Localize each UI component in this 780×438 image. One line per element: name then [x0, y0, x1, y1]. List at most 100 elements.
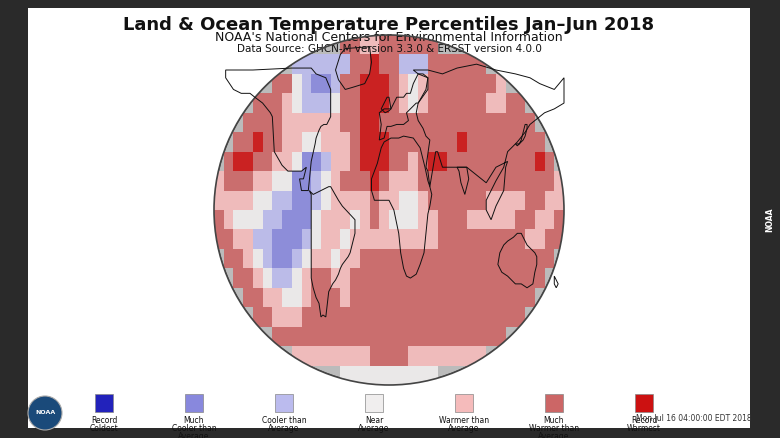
Bar — [321, 191, 331, 210]
Bar — [457, 210, 466, 230]
Bar — [477, 268, 486, 288]
Bar — [555, 230, 564, 249]
Bar — [505, 268, 516, 288]
Bar — [340, 210, 350, 230]
Bar — [370, 171, 379, 191]
Bar — [448, 230, 457, 249]
Bar — [544, 171, 555, 191]
Bar — [272, 74, 282, 93]
Bar — [263, 249, 272, 268]
Bar — [263, 152, 272, 171]
Bar — [409, 132, 418, 152]
Bar — [331, 230, 340, 249]
Text: Land & Ocean Temperature Percentiles Jan–Jun 2018: Land & Ocean Temperature Percentiles Jan… — [123, 16, 654, 34]
Bar — [399, 210, 409, 230]
Bar — [544, 210, 555, 230]
Bar — [418, 249, 428, 268]
Bar — [379, 171, 389, 191]
Bar — [496, 327, 505, 346]
Bar — [457, 249, 466, 268]
Bar — [544, 152, 555, 171]
Bar — [224, 171, 233, 191]
Bar — [340, 249, 350, 268]
Bar — [516, 132, 525, 152]
Bar — [525, 152, 535, 171]
Bar — [370, 346, 379, 366]
Bar — [428, 210, 438, 230]
Bar — [438, 74, 448, 93]
Bar — [350, 132, 360, 152]
Bar — [477, 171, 486, 191]
Bar — [457, 268, 466, 288]
Bar — [409, 249, 418, 268]
Bar — [428, 132, 438, 152]
Bar — [505, 191, 516, 210]
Bar — [224, 249, 233, 268]
Bar — [448, 113, 457, 132]
Bar — [438, 113, 448, 132]
Bar — [438, 230, 448, 249]
Bar — [457, 346, 466, 366]
Bar — [466, 191, 477, 210]
Bar — [302, 346, 311, 366]
Bar — [525, 210, 535, 230]
Bar — [438, 132, 448, 152]
Bar — [457, 230, 466, 249]
Bar — [282, 268, 292, 288]
Bar — [370, 366, 379, 385]
Bar — [516, 288, 525, 307]
Bar — [360, 288, 370, 307]
Bar — [516, 210, 525, 230]
Bar — [525, 288, 535, 307]
Bar — [516, 307, 525, 327]
Bar — [302, 132, 311, 152]
Bar — [428, 288, 438, 307]
Bar — [466, 132, 477, 152]
Bar — [331, 132, 340, 152]
Bar — [496, 230, 505, 249]
Bar — [438, 249, 448, 268]
Bar — [438, 152, 448, 171]
Bar — [477, 93, 486, 113]
Bar — [311, 327, 321, 346]
Bar — [233, 268, 243, 288]
Bar — [448, 249, 457, 268]
Bar — [302, 230, 311, 249]
Bar — [224, 152, 233, 171]
Bar — [389, 288, 399, 307]
Bar — [496, 132, 505, 152]
Bar — [409, 35, 418, 54]
Bar — [466, 327, 477, 346]
Bar — [185, 394, 203, 412]
Bar — [379, 74, 389, 93]
Bar — [457, 152, 466, 171]
Bar — [302, 307, 311, 327]
Bar — [399, 54, 409, 74]
Bar — [311, 74, 321, 93]
Bar — [399, 249, 409, 268]
Bar — [302, 327, 311, 346]
Bar — [282, 288, 292, 307]
Bar — [428, 230, 438, 249]
Bar — [505, 288, 516, 307]
Bar — [516, 171, 525, 191]
Bar — [272, 327, 282, 346]
Text: Average: Average — [448, 424, 480, 433]
Bar — [253, 191, 263, 210]
Bar — [282, 152, 292, 171]
Bar — [253, 288, 263, 307]
Bar — [282, 230, 292, 249]
Bar — [292, 54, 302, 74]
Bar — [399, 74, 409, 93]
Bar — [448, 307, 457, 327]
Bar — [477, 191, 486, 210]
Bar — [477, 346, 486, 366]
Bar — [243, 132, 253, 152]
Text: Average: Average — [358, 424, 390, 433]
Bar — [282, 249, 292, 268]
Bar — [389, 268, 399, 288]
Bar — [360, 210, 370, 230]
Bar — [466, 210, 477, 230]
Bar — [486, 171, 496, 191]
Bar — [428, 307, 438, 327]
